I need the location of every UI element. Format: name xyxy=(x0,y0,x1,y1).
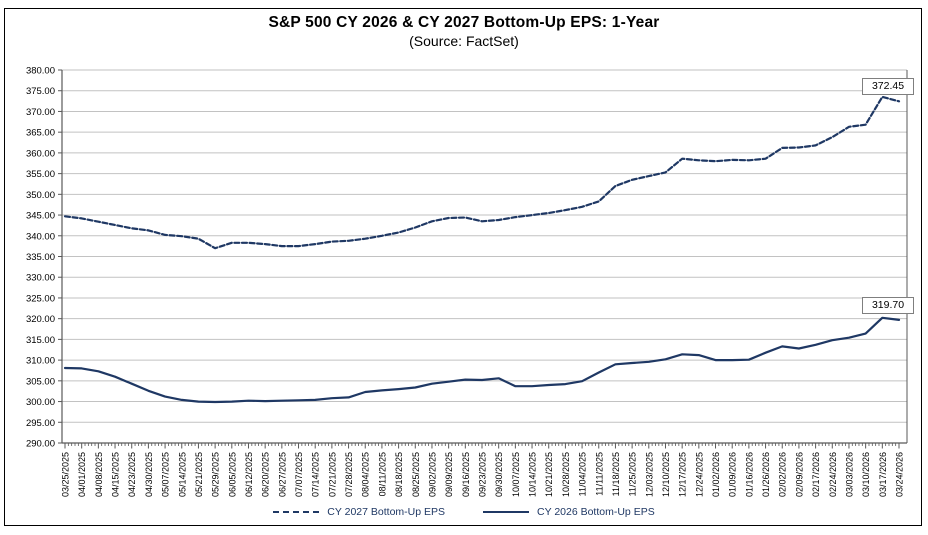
svg-text:340.00: 340.00 xyxy=(26,231,55,242)
svg-text:380.00: 380.00 xyxy=(26,66,55,77)
svg-text:360.00: 360.00 xyxy=(26,148,55,159)
svg-text:09/23/2025: 09/23/2025 xyxy=(478,452,488,497)
svg-text:355.00: 355.00 xyxy=(26,169,55,180)
svg-text:09/16/2025: 09/16/2025 xyxy=(461,452,471,497)
chart-subtitle: (Source: FactSet) xyxy=(409,33,519,49)
svg-text:310.00: 310.00 xyxy=(26,356,55,367)
svg-text:01/16/2026: 01/16/2026 xyxy=(744,452,754,497)
svg-text:10/07/2025: 10/07/2025 xyxy=(511,452,521,497)
svg-text:03/03/2026: 03/03/2026 xyxy=(844,452,854,497)
series-end-label-cy2027: 372.45 xyxy=(862,78,914,95)
svg-text:03/10/2026: 03/10/2026 xyxy=(861,452,871,497)
svg-text:12/24/2025: 12/24/2025 xyxy=(694,452,704,497)
legend-label-cy2026: CY 2026 Bottom-Up EPS xyxy=(537,506,655,518)
svg-text:305.00: 305.00 xyxy=(26,376,55,387)
svg-text:11/04/2025: 11/04/2025 xyxy=(578,452,588,496)
svg-text:10/14/2025: 10/14/2025 xyxy=(528,452,538,497)
svg-text:08/11/2025: 08/11/2025 xyxy=(377,452,387,496)
svg-text:04/23/2025: 04/23/2025 xyxy=(127,452,137,497)
chart-title: S&P 500 CY 2026 & CY 2027 Bottom-Up EPS:… xyxy=(268,14,660,31)
svg-text:335.00: 335.00 xyxy=(26,252,55,263)
svg-text:08/04/2025: 08/04/2025 xyxy=(361,452,371,497)
svg-text:345.00: 345.00 xyxy=(26,211,55,222)
legend-label-cy2027: CY 2027 Bottom-Up EPS xyxy=(327,506,445,518)
svg-text:08/18/2025: 08/18/2025 xyxy=(394,452,404,497)
svg-text:06/27/2025: 06/27/2025 xyxy=(277,452,287,497)
svg-text:04/15/2025: 04/15/2025 xyxy=(111,452,121,497)
svg-text:06/20/2025: 06/20/2025 xyxy=(261,452,271,497)
svg-text:07/21/2025: 07/21/2025 xyxy=(327,452,337,497)
series-end-label-cy2026: 319.70 xyxy=(862,297,914,314)
svg-text:01/02/2026: 01/02/2026 xyxy=(711,452,721,497)
svg-text:04/01/2025: 04/01/2025 xyxy=(77,452,87,497)
svg-text:03/17/2026: 03/17/2026 xyxy=(878,452,888,497)
svg-text:04/08/2025: 04/08/2025 xyxy=(94,452,104,497)
svg-text:325.00: 325.00 xyxy=(26,293,55,304)
svg-text:07/07/2025: 07/07/2025 xyxy=(294,452,304,497)
svg-text:10/28/2025: 10/28/2025 xyxy=(561,452,571,497)
svg-text:370.00: 370.00 xyxy=(26,107,55,118)
svg-text:330.00: 330.00 xyxy=(26,273,55,284)
svg-text:365.00: 365.00 xyxy=(26,128,55,139)
svg-text:01/09/2026: 01/09/2026 xyxy=(728,452,738,497)
svg-text:10/21/2025: 10/21/2025 xyxy=(544,452,554,497)
chart-frame xyxy=(4,8,922,526)
svg-text:09/30/2025: 09/30/2025 xyxy=(494,452,504,497)
svg-text:12/03/2025: 12/03/2025 xyxy=(644,452,654,497)
svg-text:295.00: 295.00 xyxy=(26,418,55,429)
svg-text:315.00: 315.00 xyxy=(26,335,55,346)
svg-text:09/09/2025: 09/09/2025 xyxy=(444,452,454,497)
svg-text:03/24/2026: 03/24/2026 xyxy=(895,452,905,497)
svg-text:350.00: 350.00 xyxy=(26,190,55,201)
legend-item-cy2026: CY 2026 Bottom-Up EPS xyxy=(483,506,655,518)
svg-text:320.00: 320.00 xyxy=(26,314,55,325)
svg-text:01/26/2026: 01/26/2026 xyxy=(761,452,771,497)
svg-text:02/02/2026: 02/02/2026 xyxy=(778,452,788,497)
svg-text:375.00: 375.00 xyxy=(26,86,55,97)
svg-text:02/17/2026: 02/17/2026 xyxy=(811,452,821,497)
svg-text:04/30/2025: 04/30/2025 xyxy=(144,452,154,497)
svg-text:11/18/2025: 11/18/2025 xyxy=(611,452,621,496)
svg-text:09/02/2025: 09/02/2025 xyxy=(427,452,437,497)
svg-text:05/07/2025: 05/07/2025 xyxy=(161,452,171,497)
svg-text:02/24/2026: 02/24/2026 xyxy=(828,452,838,497)
svg-text:300.00: 300.00 xyxy=(26,397,55,408)
svg-text:12/10/2025: 12/10/2025 xyxy=(661,452,671,497)
svg-text:02/09/2026: 02/09/2026 xyxy=(794,452,804,497)
svg-text:05/14/2025: 05/14/2025 xyxy=(177,452,187,497)
svg-text:07/28/2025: 07/28/2025 xyxy=(344,452,354,497)
svg-text:06/12/2025: 06/12/2025 xyxy=(244,452,254,497)
legend-item-cy2027: CY 2027 Bottom-Up EPS xyxy=(273,506,445,518)
svg-text:06/05/2025: 06/05/2025 xyxy=(227,452,237,497)
svg-text:03/25/2025: 03/25/2025 xyxy=(61,452,71,497)
svg-text:05/29/2025: 05/29/2025 xyxy=(211,452,221,497)
svg-text:12/17/2025: 12/17/2025 xyxy=(678,452,688,497)
svg-text:08/25/2025: 08/25/2025 xyxy=(411,452,421,497)
chart-legend: CY 2027 Bottom-Up EPS CY 2026 Bottom-Up … xyxy=(0,506,928,518)
svg-text:11/25/2025: 11/25/2025 xyxy=(628,452,638,496)
svg-text:290.00: 290.00 xyxy=(26,439,55,450)
svg-text:11/11/2025: 11/11/2025 xyxy=(594,452,604,496)
dashed-line-swatch-icon xyxy=(273,511,320,513)
solid-line-swatch-icon xyxy=(483,511,529,513)
svg-text:05/21/2025: 05/21/2025 xyxy=(194,452,204,497)
svg-text:07/14/2025: 07/14/2025 xyxy=(311,452,321,497)
